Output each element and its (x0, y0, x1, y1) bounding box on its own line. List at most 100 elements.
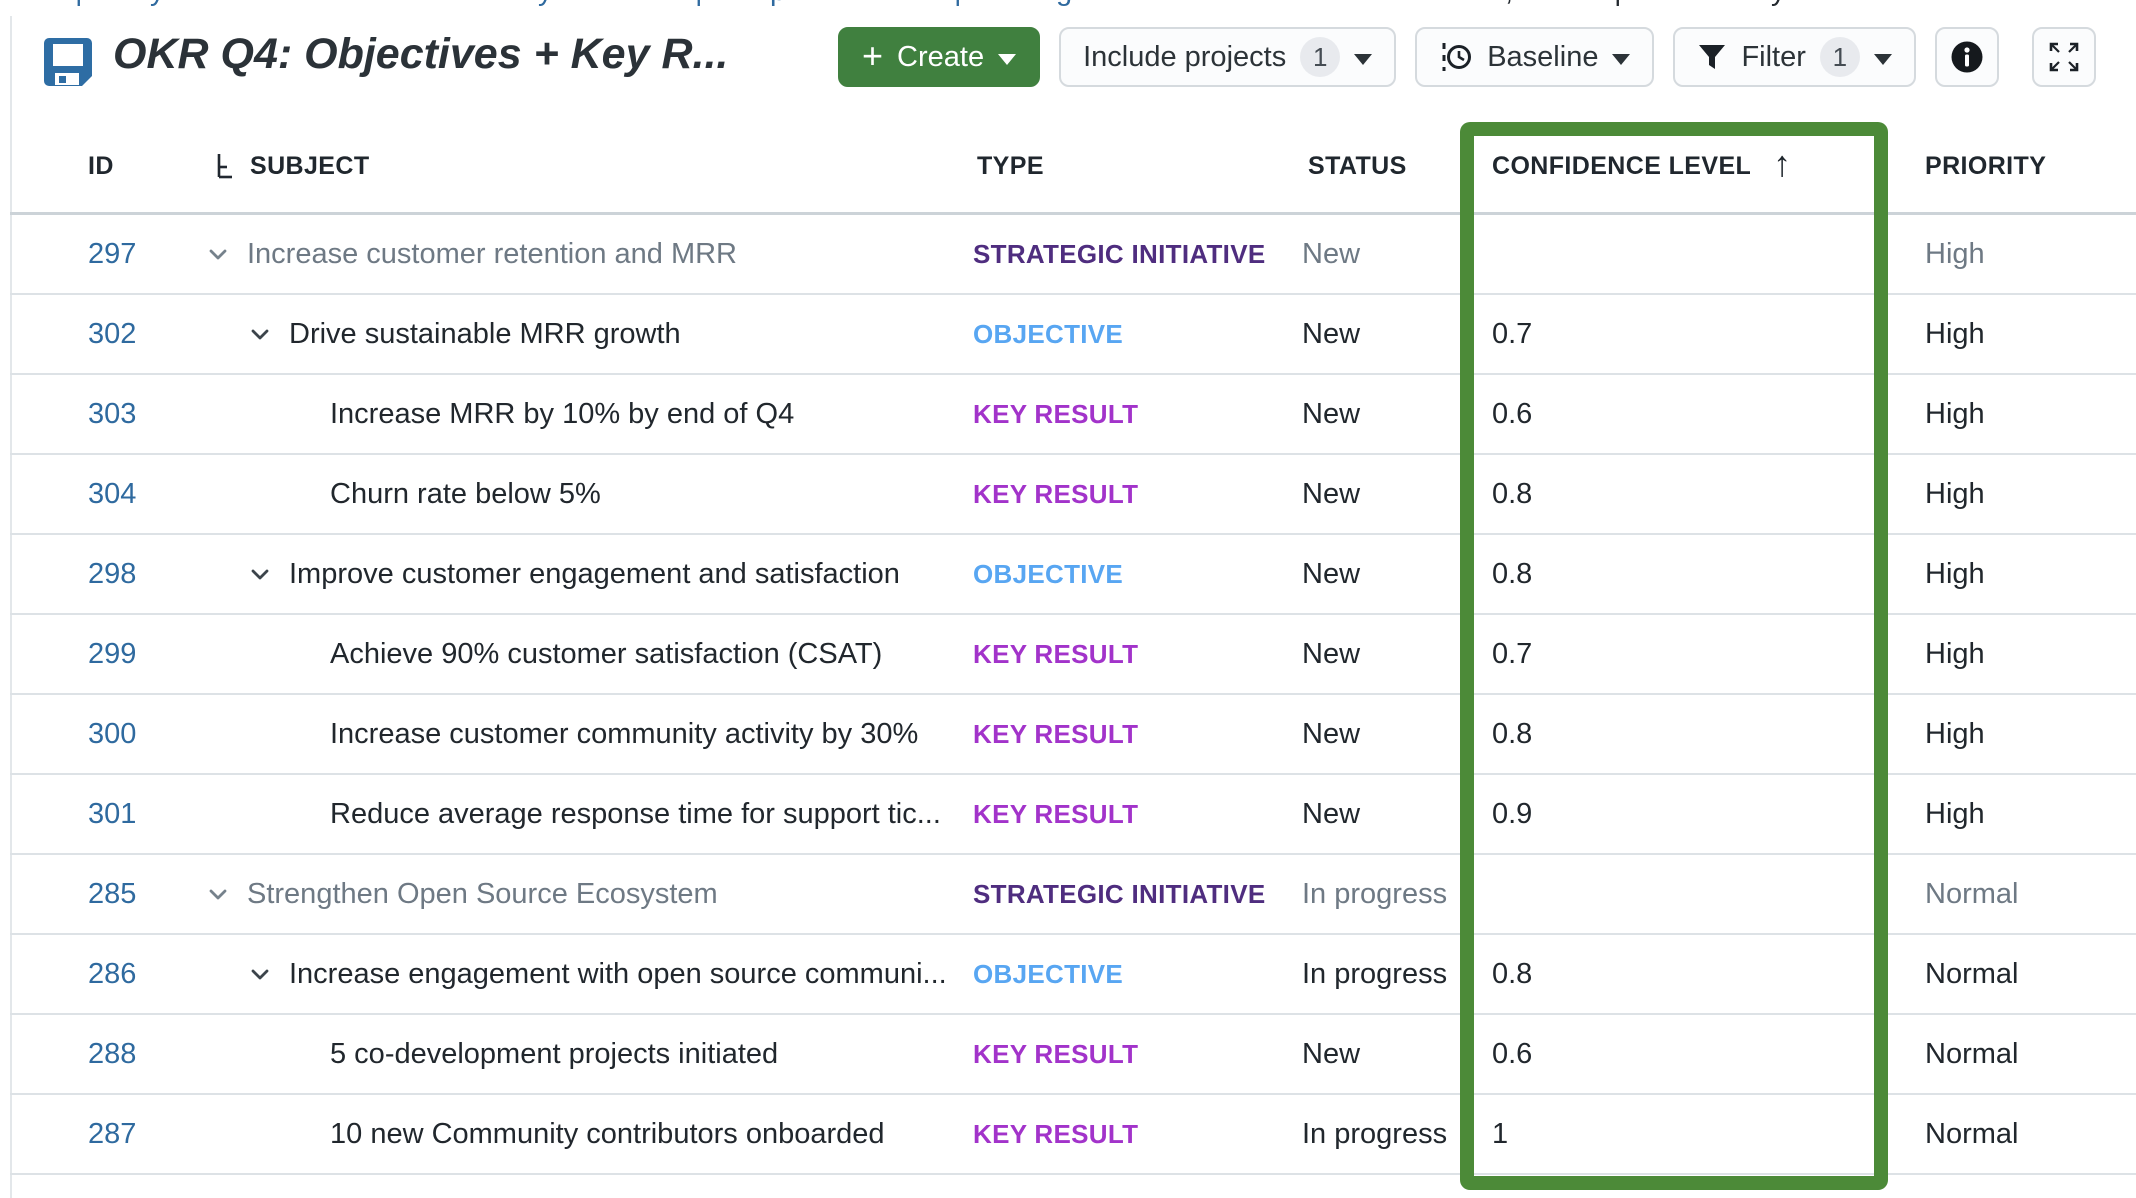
table-row[interactable]: 300 Increase customer community activity… (10, 695, 2136, 775)
subject-cell[interactable]: Improve customer engagement and satisfac… (150, 535, 963, 613)
type-label: KEY RESULT (973, 1038, 1139, 1069)
subject-text: Increase engagement with open source com… (289, 957, 947, 990)
type-label: KEY RESULT (973, 798, 1139, 829)
column-header-status[interactable]: STATUS (1308, 151, 1407, 180)
work-package-id-link[interactable]: 299 (88, 637, 137, 670)
work-package-id-link[interactable]: 285 (88, 877, 137, 910)
subject-cell[interactable]: 10 new Community contributors onboarded (150, 1095, 963, 1173)
table-row[interactable]: 302 Drive sustainable MRR growth OBJECTI… (10, 295, 2136, 375)
type-label: KEY RESULT (973, 638, 1139, 669)
priority-text: High (1925, 317, 1985, 350)
expand-arrows-icon (2049, 42, 2079, 72)
table-body: 297 Increase customer retention and MRR … (10, 215, 2136, 1175)
table-row[interactable]: 286 Increase engagement with open source… (10, 935, 2136, 1015)
confidence-value: 0.6 (1492, 397, 1533, 430)
subject-text: Strengthen Open Source Ecosystem (247, 877, 718, 910)
column-header-subject[interactable]: SUBJECT (150, 120, 963, 212)
table-row[interactable]: 287 10 new Community contributors onboar… (10, 1095, 2136, 1175)
subject-cell[interactable]: Achieve 90% customer satisfaction (CSAT) (150, 615, 963, 693)
include-projects-count-badge: 1 (1300, 37, 1341, 77)
priority-text: High (1925, 637, 1985, 670)
confidence-value: 0.7 (1492, 637, 1533, 670)
breadcrumb-fragment: y (150, 0, 165, 7)
table-row[interactable]: 301 Reduce average response time for sup… (10, 775, 2136, 855)
type-label: KEY RESULT (973, 398, 1139, 429)
priority-text: Normal (1925, 877, 2019, 910)
work-package-id-link[interactable]: 286 (88, 957, 137, 990)
breadcrumb-fragment: | (695, 0, 703, 7)
subject-text: Drive sustainable MRR growth (289, 317, 681, 350)
subject-text: Increase customer retention and MRR (247, 237, 737, 270)
subject-text: Churn rate below 5% (330, 477, 601, 510)
confidence-value: 0.8 (1492, 717, 1533, 750)
priority-text: High (1925, 237, 1985, 270)
status-text: In progress (1302, 1117, 1448, 1150)
priority-text: High (1925, 797, 1985, 830)
subject-cell[interactable]: Increase engagement with open source com… (150, 935, 963, 1013)
subject-cell[interactable]: Churn rate below 5% (150, 455, 963, 533)
confidence-value: 1 (1492, 1117, 1509, 1150)
chevron-down-icon (1873, 53, 1892, 65)
subject-cell[interactable]: Increase MRR by 10% by end of Q4 (150, 375, 963, 453)
work-package-id-link[interactable]: 297 (88, 237, 137, 270)
fullscreen-button[interactable] (2031, 27, 2096, 87)
confidence-value: 0.8 (1492, 957, 1533, 990)
status-text: New (1302, 1037, 1361, 1070)
table-row[interactable]: 303 Increase MRR by 10% by end of Q4 KEY… (10, 375, 2136, 455)
status-text: New (1302, 477, 1361, 510)
subject-cell[interactable]: Strengthen Open Source Ecosystem (150, 855, 963, 933)
include-projects-button[interactable]: Include projects 1 (1059, 27, 1397, 87)
priority-text: High (1925, 717, 1985, 750)
table-row[interactable]: 298 Improve customer engagement and sati… (10, 535, 2136, 615)
column-header-id[interactable]: ID (88, 151, 114, 180)
work-package-id-link[interactable]: 303 (88, 397, 137, 430)
table-row[interactable]: 285 Strengthen Open Source Ecosystem STR… (10, 855, 2136, 935)
chevron-down-icon (1354, 53, 1373, 65)
type-label: OBJECTIVE (973, 318, 1124, 349)
column-header-type[interactable]: TYPE (977, 151, 1044, 180)
subject-cell[interactable]: 5 co-development projects initiated (150, 1015, 963, 1093)
work-package-id-link[interactable]: 301 (88, 797, 137, 830)
table-row[interactable]: 299 Achieve 90% customer satisfaction (C… (10, 615, 2136, 695)
status-text: In progress (1302, 877, 1448, 910)
baseline-button[interactable]: Baseline (1415, 27, 1655, 87)
type-label: KEY RESULT (973, 478, 1139, 509)
table-row[interactable]: 304 Churn rate below 5% KEY RESULT New 0… (10, 455, 2136, 535)
info-circle-icon (1951, 41, 1983, 73)
work-package-id-link[interactable]: 298 (88, 557, 137, 590)
priority-text: Normal (1925, 1117, 2019, 1150)
info-button[interactable] (1934, 27, 1999, 87)
work-package-id-link[interactable]: 302 (88, 317, 137, 350)
work-package-id-link[interactable]: 288 (88, 1037, 137, 1070)
collapse-chevron-icon[interactable] (247, 961, 273, 987)
baseline-clock-icon (1442, 43, 1472, 71)
subject-cell[interactable]: Reduce average response time for support… (150, 775, 963, 853)
work-package-id-link[interactable]: 304 (88, 477, 137, 510)
collapse-chevron-icon[interactable] (205, 881, 231, 907)
collapse-chevron-icon[interactable] (247, 561, 273, 587)
breadcrumb-fragment: y (1771, 0, 1786, 7)
subject-cell[interactable]: Increase customer retention and MRR (150, 215, 963, 293)
subject-cell[interactable]: Increase customer community activity by … (150, 695, 963, 773)
collapse-chevron-icon[interactable] (205, 241, 231, 267)
status-text: New (1302, 237, 1361, 270)
work-package-id-link[interactable]: 287 (88, 1117, 137, 1150)
sort-ascending-icon[interactable]: ↑ (1773, 143, 1792, 184)
table-row[interactable]: 288 5 co-development projects initiated … (10, 1015, 2136, 1095)
work-package-id-link[interactable]: 300 (88, 717, 137, 750)
priority-text: High (1925, 557, 1985, 590)
collapse-chevron-icon[interactable] (247, 321, 273, 347)
create-button[interactable]: + Create (838, 27, 1041, 87)
page-title: OKR Q4: Objectives + Key R... (113, 30, 729, 78)
priority-text: High (1925, 397, 1985, 430)
chevron-down-icon (1612, 53, 1631, 65)
subject-text: Reduce average response time for support… (330, 797, 941, 830)
filter-button[interactable]: Filter 1 (1673, 27, 1916, 87)
table-row[interactable]: 297 Increase customer retention and MRR … (10, 215, 2136, 295)
subject-cell[interactable]: Drive sustainable MRR growth (150, 295, 963, 373)
status-text: New (1302, 317, 1361, 350)
column-header-priority[interactable]: PRIORITY (1925, 151, 2047, 180)
column-header-confidence-level[interactable]: CONFIDENCE LEVEL ↑ (1492, 143, 1792, 184)
hierarchy-icon (217, 154, 232, 179)
include-projects-label: Include projects (1083, 40, 1287, 73)
